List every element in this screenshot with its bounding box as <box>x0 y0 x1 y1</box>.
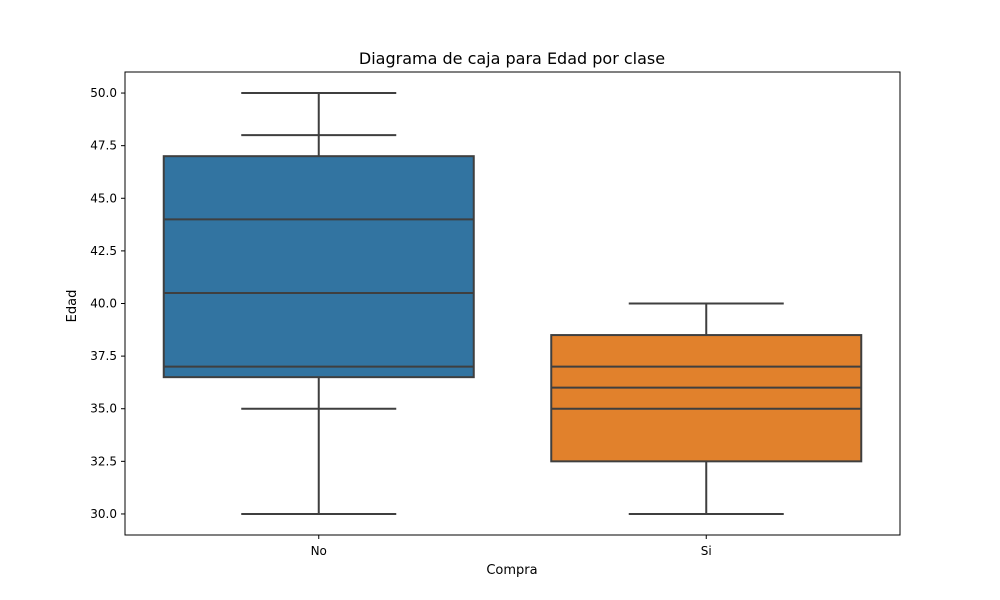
chart-title: Diagrama de caja para Edad por clase <box>359 49 665 68</box>
y-tick-label: 42.5 <box>90 244 117 258</box>
y-tick-label: 50.0 <box>90 86 117 100</box>
x-axis-label: Compra <box>486 563 537 578</box>
box-si <box>550 334 863 463</box>
y-tick-label: 30.0 <box>90 507 117 521</box>
y-tick-label: 35.0 <box>90 402 117 416</box>
plot-frame <box>124 71 901 536</box>
x-tick-label: Si <box>701 544 712 558</box>
y-tick-label: 37.5 <box>90 349 117 363</box>
y-axis-label: Edad <box>65 290 80 323</box>
y-tick-label: 32.5 <box>90 454 117 468</box>
y-tick-label: 47.5 <box>90 139 117 153</box>
box-no <box>162 155 475 379</box>
y-tick-label: 45.0 <box>90 191 117 205</box>
plot-area: 30.0 32.5 35.0 37.5 40.0 42.5 45.0 47.5 50.0 No Si <box>90 71 901 558</box>
x-tick-label: No <box>311 544 327 558</box>
y-tick-label: 40.0 <box>90 297 117 311</box>
